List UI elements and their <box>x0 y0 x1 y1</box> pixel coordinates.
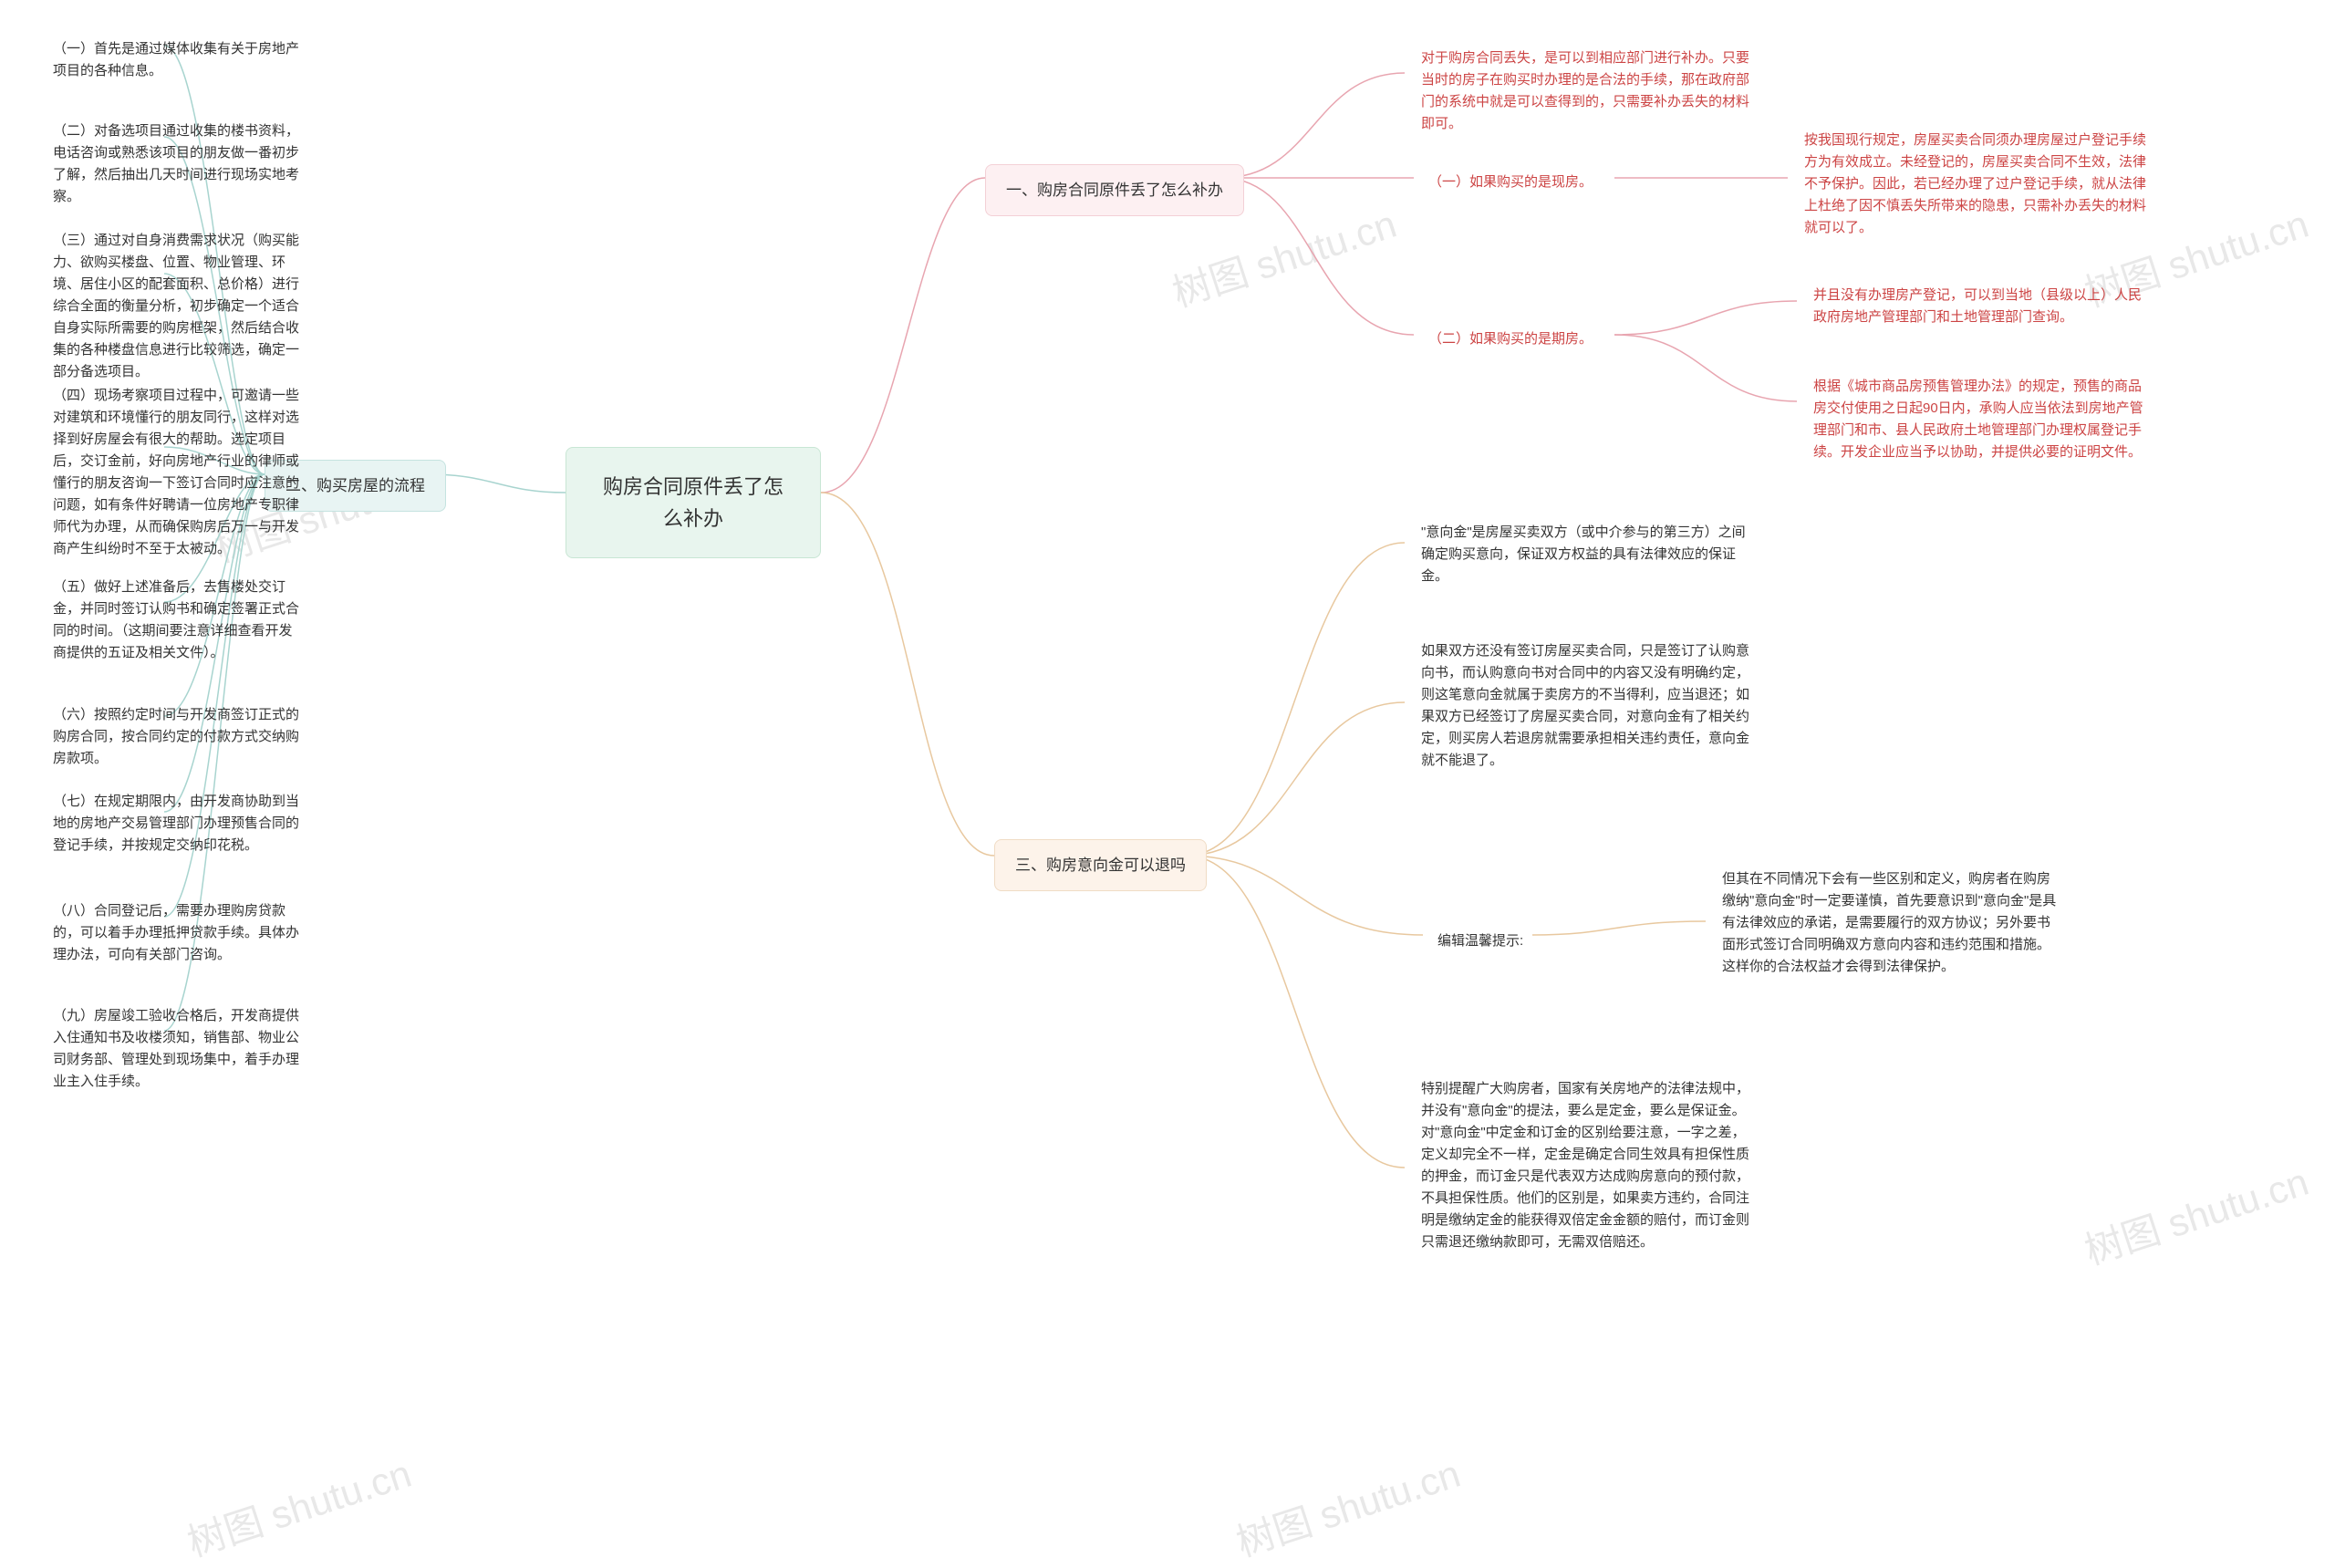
watermark: 树图 shutu.cn <box>2077 1151 2315 1276</box>
branch-3-tip[interactable]: 编辑温馨提示: <box>1423 921 1538 961</box>
branch-2-leaf-6: （六）按照约定时间与开发商签订正式的购房合同，按合同约定的付款方式交纳购房款项。 <box>36 693 319 781</box>
branch-3-leaf-1: "意向金"是房屋买卖双方（或中介参与的第三方）之间确定购买意向，保证双方权益的具… <box>1405 511 1769 598</box>
branch-1-intro: 对于购房合同丢失，是可以到相应部门进行补办。只要当时的房子在购买时办理的是合法的… <box>1405 36 1769 146</box>
watermark: 树图 shutu.cn <box>180 1443 418 1568</box>
branch-1-sub-2[interactable]: （二）如果购买的是期房。 <box>1414 319 1607 359</box>
branch-2-leaf-7: （七）在规定期限内，由开发商协助到当地的房地产交易管理部门办理预售合同的登记手续… <box>36 780 319 867</box>
branch-2-leaf-9: （九）房屋竣工验收合格后，开发商提供入住通知书及收楼须知，销售部、物业公司财务部… <box>36 994 319 1104</box>
branch-1[interactable]: 一、购房合同原件丢了怎么补办 <box>985 164 1244 216</box>
branch-2-leaf-3: （三）通过对自身消费需求状况（购买能力、欲购买楼盘、位置、物业管理、环境、居住小… <box>36 219 319 394</box>
branch-1-sub-1-leaf: 按我国现行规定，房屋买卖合同须办理房屋过户登记手续方为有效成立。未经登记的，房屋… <box>1788 119 2171 250</box>
branch-1-sub-2-leaf-2: 根据《城市商品房预售管理办法》的规定，预售的商品房交付使用之日起90日内，承购人… <box>1797 365 2171 474</box>
branch-2-leaf-5: （五）做好上述准备后，去售楼处交订金，并同时签订认购书和确定签署正式合同的时间。… <box>36 566 319 675</box>
branch-1-sub-1[interactable]: （一）如果购买的是现房。 <box>1414 162 1607 202</box>
branch-2-leaf-2: （二）对备选项目通过收集的楼书资料，电话咨询或熟悉该项目的朋友做一番初步了解，然… <box>36 109 319 219</box>
branch-2-leaf-1: （一）首先是通过媒体收集有关于房地产项目的各种信息。 <box>36 27 319 93</box>
branch-3-tip-leaf: 但其在不同情况下会有一些区别和定义，购房者在购房缴纳"意向金"时一定要谨慎，首先… <box>1706 857 2080 989</box>
branch-3[interactable]: 三、购房意向金可以退吗 <box>994 839 1207 891</box>
watermark: 树图 shutu.cn <box>1229 1443 1467 1568</box>
branch-2-leaf-8: （八）合同登记后，需要办理购房贷款的，可以着手办理抵押贷款手续。具体办理办法，可… <box>36 889 319 977</box>
branch-2-leaf-4: （四）现场考察项目过程中，可邀请一些对建筑和环境懂行的朋友同行，这样对选择到好房… <box>36 374 319 571</box>
branch-3-leaf-2: 如果双方还没有签订房屋买卖合同，只是签订了认购意向书，而认购意向书对合同中的内容… <box>1405 629 1769 783</box>
branch-1-sub-2-leaf-1: 并且没有办理房产登记，可以到当地（县级以上）人民政府房地产管理部门和土地管理部门… <box>1797 274 2162 339</box>
center-node[interactable]: 购房合同原件丢了怎么补办 <box>566 447 821 558</box>
branch-3-leaf-3: 特别提醒广大购房者，国家有关房地产的法律法规中，并没有"意向金"的提法，要么是定… <box>1405 1067 1769 1264</box>
